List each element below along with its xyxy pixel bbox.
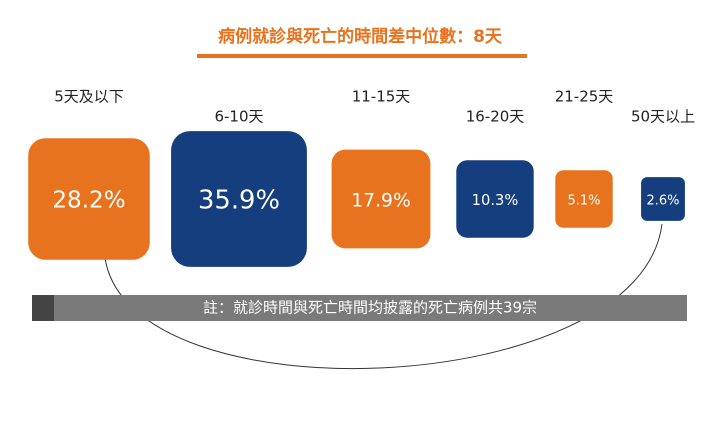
title-underline <box>197 54 527 58</box>
square <box>331 149 431 249</box>
value-label: 35.9% <box>198 186 280 216</box>
category-label: 16-20天 <box>466 108 525 126</box>
note-band-accent <box>32 295 54 321</box>
category-label: 5天及以下 <box>54 88 124 106</box>
square <box>171 131 307 267</box>
category-label: 11-15天 <box>352 88 411 106</box>
note: 註：就診時間與死亡時間均披露的死亡病例共39宗 <box>203 299 537 317</box>
chart-title: 病例就診與死亡的時間差中位數：8天 <box>218 26 503 47</box>
square <box>456 160 534 238</box>
square <box>28 138 150 260</box>
category-label: 50天以上 <box>631 108 695 126</box>
value-label: 10.3% <box>472 192 519 209</box>
square <box>555 170 613 228</box>
category-label: 6-10天 <box>214 108 263 126</box>
value-label: 28.2% <box>52 188 125 214</box>
value-label: 5.1% <box>567 194 600 209</box>
value-label: 17.9% <box>351 191 411 212</box>
value-label: 2.6% <box>646 194 679 209</box>
category-label: 21-25天 <box>555 88 614 106</box>
note-band <box>32 295 687 321</box>
square <box>641 177 685 221</box>
